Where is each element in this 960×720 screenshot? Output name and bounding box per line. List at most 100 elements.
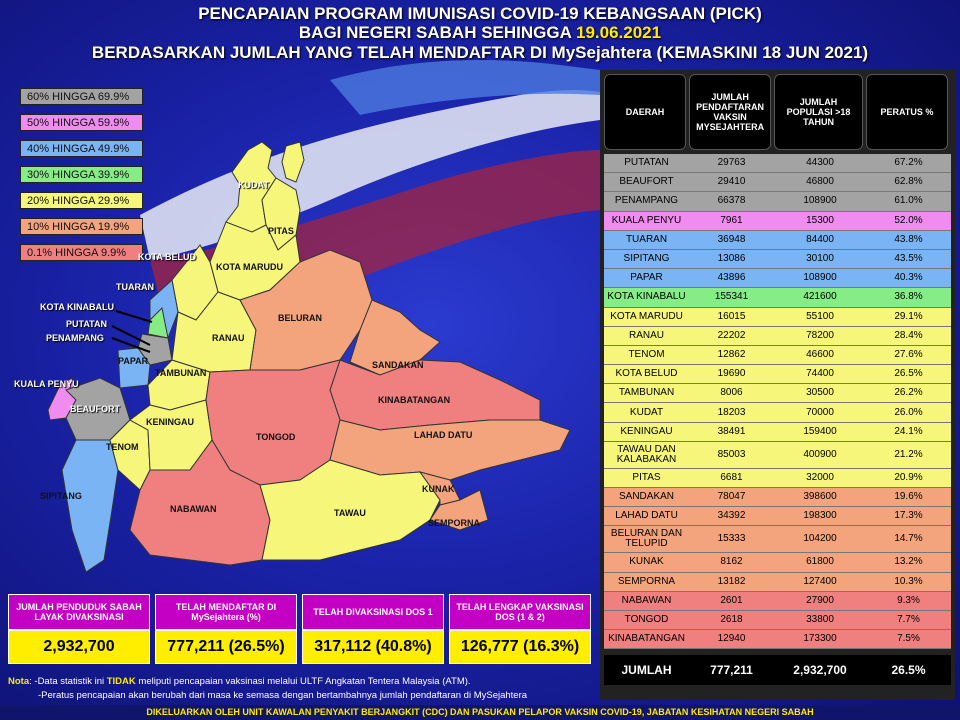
table-row: KUDAT 18203 70000 26.0% <box>604 403 951 423</box>
title-date: 19.06.2021 <box>575 23 662 42</box>
cell-peratus: 26.2% <box>894 387 923 399</box>
cell-daftar: 12940 <box>717 633 746 645</box>
cell-daftar: 29410 <box>717 176 746 188</box>
cell-daftar: 15333 <box>717 533 746 545</box>
cell-peratus: 17.3% <box>894 510 923 522</box>
cell-daerah: KOTA BELUD <box>615 368 678 380</box>
cell-daftar: 19690 <box>717 368 746 380</box>
map-label-kunak: KUNAK <box>422 484 455 494</box>
cell-populasi: 78200 <box>806 329 834 341</box>
notes: Nota: -Data statistik ini TIDAK meliputi… <box>8 676 527 704</box>
cell-daerah: KUNAK <box>629 556 664 568</box>
note-tidak: TIDAK <box>106 676 136 687</box>
stat-value: 2,932,700 <box>8 630 150 664</box>
map-label-tawau: TAWAU <box>334 508 366 518</box>
cell-daerah: TONGOD <box>624 614 669 626</box>
cell-daerah: TUARAN <box>625 233 668 245</box>
legend-item: 60% HINGGA 69.9% <box>20 88 143 105</box>
stat-value: 126,777 (16.3%) <box>449 630 591 664</box>
cell-peratus: 43.8% <box>894 233 923 245</box>
cell-daftar: 13086 <box>717 253 746 265</box>
cell-daftar: 16015 <box>717 310 746 322</box>
title-line-3: BERDASARKAN JUMLAH YANG TELAH MENDAFTAR … <box>91 43 869 62</box>
map-label-tenom: TENOM <box>106 442 139 452</box>
title-line-1: PENCAPAIAN PROGRAM IMUNISASI COVID-19 KE… <box>198 4 762 23</box>
legend-item: 40% HINGGA 49.9% <box>20 140 143 157</box>
header-peratus: PERATUS % <box>865 74 948 150</box>
cell-populasi: 61800 <box>806 556 834 568</box>
stat-label: TELAH DIVAKSINASI DOS 1 <box>302 594 444 630</box>
cell-daftar: 78047 <box>717 491 746 503</box>
cell-populasi: 32000 <box>806 471 834 483</box>
title-line-2: BAGI NEGERI SABAH SEHINGGA 19.06.2021 <box>0 23 960 43</box>
cell-daerah: RANAU <box>628 329 664 341</box>
cell-populasi: 84400 <box>806 233 834 245</box>
cell-daftar: 29763 <box>717 157 746 169</box>
cell-daerah: KUDAT <box>629 406 664 418</box>
cell-peratus: 21.2% <box>894 448 923 460</box>
header-jumlah-populasi: JUMLAH POPULASI >18 TAHUN <box>774 74 863 150</box>
map-label-kudat: KUDAT <box>238 180 269 190</box>
cell-peratus: 9.3% <box>897 594 920 606</box>
cell-daerah: SEMPORNA <box>617 575 676 587</box>
table-row: RANAU 22202 78200 28.4% <box>604 326 951 346</box>
district-penampang <box>137 333 173 366</box>
table-header: DAERAH JUMLAH PENDAFTARAN VAKSIN MYSEJAH… <box>604 74 951 150</box>
cell-populasi: 44300 <box>806 157 834 169</box>
map-label-tongod: TONGOD <box>256 432 296 442</box>
table-row: SIPITANG 13086 30100 43.5% <box>604 249 951 270</box>
cell-daerah: KINABATANGAN <box>608 633 685 645</box>
map-label-putatan: PUTATAN <box>66 319 107 329</box>
table-row: KENINGAU 38491 159400 24.1% <box>604 422 951 442</box>
legend-item: 30% HINGGA 39.9% <box>20 166 143 183</box>
table-row: BELURAN DAN TELUPID 15333 104200 14.7% <box>604 526 951 554</box>
legend-item: 0.1% HINGGA 9.9% <box>20 244 143 261</box>
cell-daftar: 34392 <box>717 510 746 522</box>
pointer-penampang <box>111 337 151 353</box>
cell-populasi: 30100 <box>806 253 834 265</box>
cell-populasi: 104200 <box>803 533 837 545</box>
cell-daerah: KUALA PENYU <box>611 214 682 226</box>
table-row: PITAS 6681 32000 20.9% <box>604 468 951 488</box>
legend-item: 50% HINGGA 59.9% <box>20 114 143 131</box>
map-label-beluran: BELURAN <box>278 313 322 323</box>
map-label-pitas: PITAS <box>268 226 294 236</box>
cell-daftar: 85003 <box>717 448 746 460</box>
cell-daftar: 43896 <box>717 272 746 284</box>
cell-populasi: 421600 <box>803 291 837 303</box>
cell-peratus: 43.5% <box>894 253 923 265</box>
cell-daftar: 66378 <box>717 195 746 207</box>
map-label-kota-marudu: KOTA MARUDU <box>216 262 283 272</box>
table-row: KUALA PENYU 7961 15300 52.0% <box>604 211 951 231</box>
table-row: PENAMPANG 66378 108900 61.0% <box>604 192 951 212</box>
cell-daftar: 22202 <box>717 329 746 341</box>
map-label-keningau: KENINGAU <box>146 417 195 427</box>
district-papar <box>117 347 151 389</box>
cell-daerah: KENINGAU <box>620 425 673 437</box>
cell-daerah: PAPAR <box>630 272 663 284</box>
map-label-penampang: PENAMPANG <box>46 333 104 343</box>
cell-daerah: TENOM <box>628 348 665 360</box>
table-row: PUTATAN 29763 44300 67.2% <box>604 154 951 174</box>
table-row: TONGOD 2618 33800 7.7% <box>604 610 951 631</box>
total-label: JUMLAH <box>621 663 672 678</box>
cell-daerah: LAHAD DATU <box>615 510 678 522</box>
cell-daerah: KOTA MARUDU <box>610 310 683 322</box>
cell-peratus: 26.5% <box>894 368 923 380</box>
table-row: NABAWAN 2601 27900 9.3% <box>604 591 951 611</box>
nota-label: Nota <box>8 676 30 687</box>
table-row: KOTA MARUDU 16015 55100 29.1% <box>604 307 951 327</box>
cell-daftar: 7961 <box>720 214 743 226</box>
cell-daftar: 155341 <box>714 291 749 303</box>
cell-peratus: 24.1% <box>894 425 923 437</box>
table-row: LAHAD DATU 34392 198300 17.3% <box>604 507 951 527</box>
cell-populasi: 27900 <box>806 594 834 606</box>
table-row: SEMPORNA 13182 127400 10.3% <box>604 572 951 592</box>
total-daftar: 777,211 <box>710 663 753 678</box>
summary-stats: JUMLAH PENDUDUK SABAH LAYAK DIVAKSINASI … <box>8 594 596 664</box>
map-label-lahad-datu: LAHAD DATU <box>414 430 473 440</box>
cell-daftar: 2601 <box>720 594 743 606</box>
cell-daerah: BEAUFORT <box>619 176 674 188</box>
cell-populasi: 108900 <box>803 195 837 207</box>
title-line-2-prefix: BAGI NEGERI SABAH SEHINGGA <box>298 23 576 42</box>
